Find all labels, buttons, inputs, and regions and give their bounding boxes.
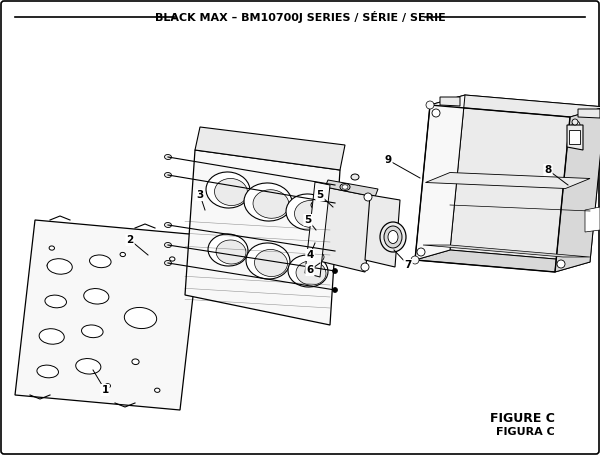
- Circle shape: [332, 182, 337, 187]
- Polygon shape: [578, 109, 600, 118]
- Polygon shape: [425, 172, 590, 188]
- Circle shape: [411, 256, 419, 264]
- Ellipse shape: [82, 325, 103, 338]
- Text: FIGURA C: FIGURA C: [496, 427, 555, 437]
- Ellipse shape: [254, 249, 287, 277]
- Text: BLACK MAX – BM10700J SERIES / SÉRIE / SERIE: BLACK MAX – BM10700J SERIES / SÉRIE / SE…: [155, 11, 445, 23]
- Ellipse shape: [132, 359, 139, 364]
- Ellipse shape: [311, 231, 321, 239]
- Text: 5: 5: [304, 215, 311, 225]
- Text: 8: 8: [544, 165, 551, 175]
- Circle shape: [417, 248, 425, 256]
- Ellipse shape: [296, 261, 326, 285]
- Ellipse shape: [45, 295, 67, 308]
- Polygon shape: [365, 195, 400, 267]
- Polygon shape: [567, 125, 583, 150]
- Text: 3: 3: [196, 190, 203, 200]
- Ellipse shape: [311, 201, 321, 209]
- Ellipse shape: [208, 234, 248, 266]
- Circle shape: [316, 189, 324, 197]
- Ellipse shape: [76, 359, 101, 374]
- Text: 4: 4: [307, 250, 314, 260]
- Ellipse shape: [340, 183, 350, 191]
- Polygon shape: [555, 107, 600, 272]
- Ellipse shape: [244, 183, 292, 221]
- Ellipse shape: [313, 202, 319, 207]
- Circle shape: [332, 248, 337, 253]
- Polygon shape: [423, 245, 590, 257]
- Ellipse shape: [216, 240, 246, 264]
- Ellipse shape: [253, 190, 289, 218]
- Ellipse shape: [105, 384, 110, 388]
- Ellipse shape: [164, 155, 172, 160]
- Ellipse shape: [39, 329, 64, 344]
- Ellipse shape: [380, 222, 406, 252]
- Circle shape: [572, 119, 578, 125]
- Circle shape: [364, 193, 372, 201]
- Polygon shape: [430, 95, 600, 117]
- Circle shape: [361, 263, 369, 271]
- Polygon shape: [585, 207, 600, 232]
- Ellipse shape: [384, 226, 402, 248]
- Ellipse shape: [246, 243, 290, 279]
- Ellipse shape: [49, 246, 55, 250]
- Ellipse shape: [206, 172, 250, 208]
- Text: 2: 2: [127, 235, 134, 245]
- Polygon shape: [450, 95, 600, 262]
- Ellipse shape: [313, 233, 319, 238]
- Circle shape: [332, 268, 337, 273]
- Polygon shape: [440, 97, 460, 106]
- Ellipse shape: [286, 194, 330, 230]
- Bar: [569, 130, 580, 144]
- Ellipse shape: [342, 185, 348, 189]
- Polygon shape: [305, 182, 330, 277]
- Ellipse shape: [84, 288, 109, 304]
- Ellipse shape: [170, 257, 175, 261]
- Ellipse shape: [164, 172, 172, 177]
- Text: 5: 5: [316, 190, 323, 200]
- Ellipse shape: [288, 255, 328, 287]
- Ellipse shape: [351, 174, 359, 180]
- Ellipse shape: [37, 365, 58, 378]
- Ellipse shape: [388, 231, 398, 243]
- Text: FIGURE C: FIGURE C: [490, 411, 555, 425]
- Ellipse shape: [89, 255, 111, 268]
- Ellipse shape: [164, 222, 172, 228]
- Circle shape: [572, 121, 580, 129]
- Text: 7: 7: [404, 260, 412, 270]
- Text: 9: 9: [385, 155, 392, 165]
- Circle shape: [316, 253, 324, 261]
- Ellipse shape: [164, 261, 172, 266]
- Ellipse shape: [47, 259, 72, 274]
- Circle shape: [332, 201, 337, 206]
- Text: 1: 1: [101, 385, 109, 395]
- Text: 6: 6: [307, 265, 314, 275]
- Polygon shape: [415, 95, 465, 260]
- Circle shape: [557, 260, 565, 268]
- Ellipse shape: [120, 253, 125, 257]
- Ellipse shape: [215, 178, 247, 206]
- Polygon shape: [315, 187, 375, 272]
- Ellipse shape: [295, 201, 328, 228]
- Polygon shape: [325, 180, 378, 197]
- Polygon shape: [415, 250, 590, 272]
- Circle shape: [426, 101, 434, 109]
- Circle shape: [432, 109, 440, 117]
- Ellipse shape: [311, 216, 321, 224]
- Ellipse shape: [164, 243, 172, 248]
- Ellipse shape: [313, 217, 319, 222]
- Polygon shape: [185, 150, 340, 325]
- Ellipse shape: [311, 244, 321, 252]
- Ellipse shape: [155, 388, 160, 392]
- Ellipse shape: [47, 263, 52, 268]
- Polygon shape: [15, 220, 200, 410]
- Ellipse shape: [124, 308, 157, 329]
- Circle shape: [332, 288, 337, 293]
- Ellipse shape: [313, 246, 319, 251]
- Polygon shape: [195, 127, 345, 170]
